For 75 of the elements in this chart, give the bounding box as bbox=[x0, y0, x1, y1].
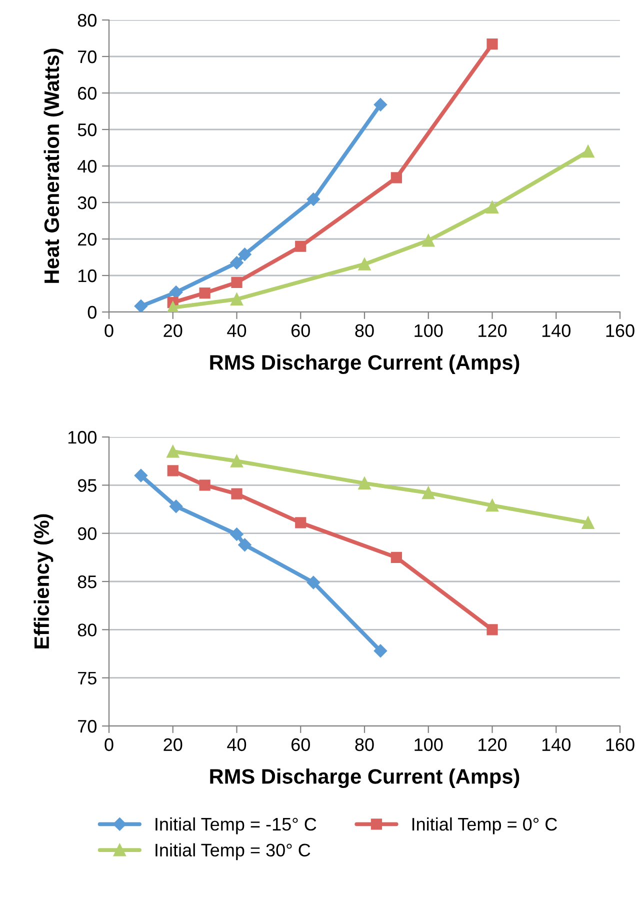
x-tick-label: 40 bbox=[227, 324, 246, 338]
y-axis-title: Efficiency (%) bbox=[34, 514, 54, 648]
legend-label: Initial Temp = 0° C bbox=[412, 817, 557, 834]
point bbox=[486, 624, 498, 636]
x-tick-label: 100 bbox=[414, 738, 443, 752]
x-tick-label: 0 bbox=[104, 738, 114, 752]
y-tick-label: 90 bbox=[78, 527, 96, 540]
x-tick-label: 0 bbox=[104, 324, 114, 338]
point bbox=[306, 576, 320, 590]
y-tick-label: 100 bbox=[68, 430, 96, 444]
point bbox=[166, 445, 180, 458]
point bbox=[167, 465, 178, 476]
point bbox=[295, 240, 306, 252]
x-tick-label: 20 bbox=[164, 324, 182, 338]
x-tick-label: 80 bbox=[355, 324, 374, 338]
point bbox=[422, 486, 435, 500]
point bbox=[295, 517, 306, 528]
point bbox=[582, 516, 594, 529]
point bbox=[230, 256, 244, 270]
y-tick-label: 70 bbox=[78, 50, 96, 64]
x-tick-label: 80 bbox=[355, 738, 374, 752]
point bbox=[486, 38, 498, 50]
x-tick-label: 100 bbox=[414, 324, 443, 338]
point bbox=[306, 192, 320, 206]
point bbox=[358, 476, 371, 490]
x-tick-label: 40 bbox=[227, 738, 246, 752]
point bbox=[231, 276, 242, 288]
point bbox=[390, 552, 402, 563]
x-tick-label: 60 bbox=[292, 324, 310, 338]
y-tick-label: 10 bbox=[78, 269, 96, 282]
y-tick-label: 70 bbox=[78, 720, 96, 733]
x-tick-label: 140 bbox=[542, 738, 570, 752]
y-tick-label: 20 bbox=[78, 232, 96, 246]
point bbox=[199, 287, 210, 299]
point bbox=[486, 499, 498, 512]
x-tick-label: 140 bbox=[542, 324, 570, 338]
point bbox=[582, 145, 594, 158]
point bbox=[134, 300, 148, 312]
x-tick-label: 20 bbox=[164, 738, 182, 752]
point bbox=[230, 454, 243, 468]
point bbox=[422, 234, 435, 247]
point bbox=[238, 538, 252, 552]
x-tick-label: 160 bbox=[606, 324, 634, 338]
x-axis-title: RMS Discharge Current (Amps) bbox=[210, 354, 520, 374]
point bbox=[230, 292, 243, 306]
y-tick-label: 60 bbox=[78, 86, 96, 100]
point bbox=[169, 500, 183, 513]
legend-label: Initial Temp = 30° C bbox=[156, 843, 310, 860]
point bbox=[199, 480, 210, 491]
point bbox=[134, 468, 148, 482]
x-tick-label: 60 bbox=[292, 738, 310, 752]
x-tick-label: 160 bbox=[606, 738, 634, 752]
y-tick-label: 50 bbox=[78, 123, 96, 136]
point bbox=[374, 644, 388, 658]
y-tick-label: 75 bbox=[78, 672, 96, 685]
point bbox=[390, 172, 402, 184]
point bbox=[231, 488, 242, 500]
point bbox=[230, 528, 244, 541]
x-tick-label: 120 bbox=[478, 738, 507, 752]
point bbox=[486, 200, 498, 214]
point bbox=[374, 98, 388, 112]
y-tick-label: 80 bbox=[78, 624, 96, 636]
y-tick-label: 85 bbox=[78, 575, 96, 588]
y-axis-title: Heat Generation (Watts) bbox=[44, 48, 64, 283]
y-tick-label: 95 bbox=[78, 479, 96, 492]
point bbox=[169, 286, 183, 299]
legend-label: Initial Temp = -15° C bbox=[156, 817, 316, 834]
y-tick-label: 30 bbox=[78, 196, 96, 210]
y-tick-label: 0 bbox=[88, 306, 96, 319]
x-tick-label: 120 bbox=[478, 324, 507, 338]
point bbox=[238, 248, 252, 261]
point bbox=[358, 258, 371, 270]
y-tick-label: 40 bbox=[78, 160, 96, 173]
y-tick-label: 80 bbox=[78, 14, 96, 27]
x-axis-title: RMS Discharge Current (Amps) bbox=[210, 768, 520, 788]
